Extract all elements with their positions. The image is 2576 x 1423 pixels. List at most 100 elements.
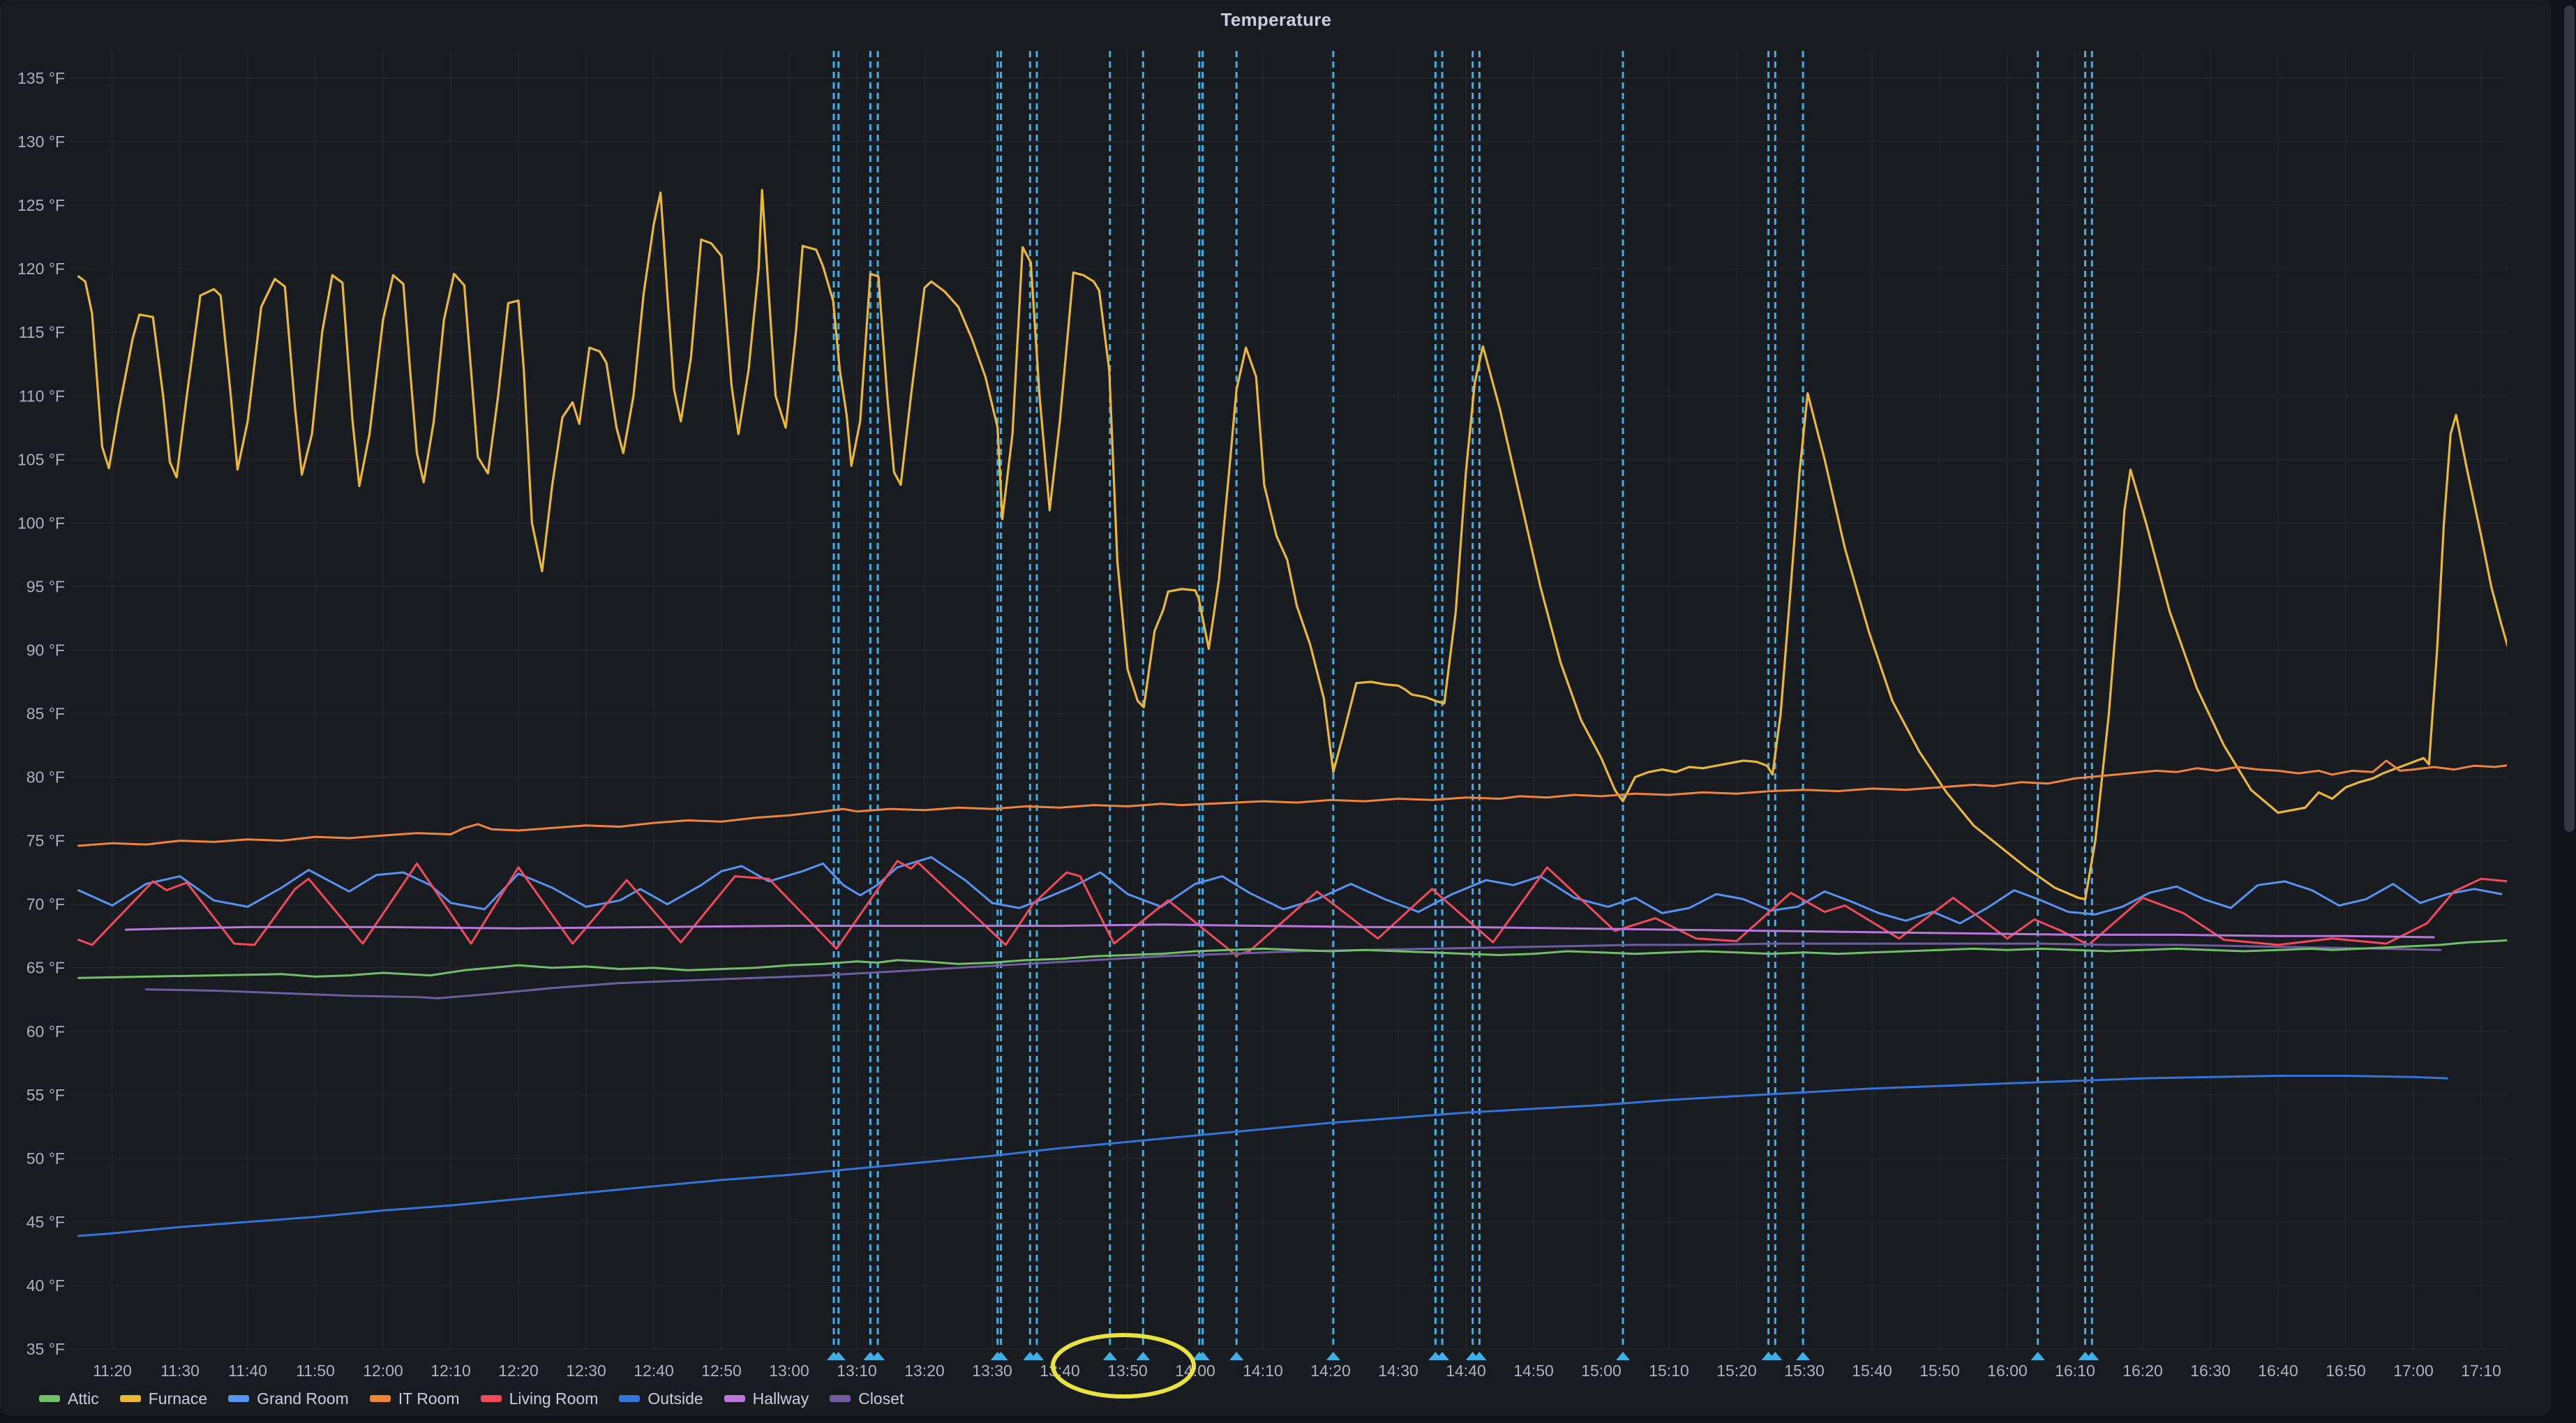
annotation-marker-icon[interactable] xyxy=(871,1352,885,1360)
series-line-grand-room[interactable] xyxy=(77,856,2503,925)
legend-item-it-room[interactable]: IT Room xyxy=(369,1389,460,1408)
y-axis-tick-label: 100 °F xyxy=(17,514,65,532)
y-axis-tick-label: 135 °F xyxy=(17,69,65,87)
x-axis-tick-label: 11:30 xyxy=(160,1362,200,1380)
x-axis-tick-label: 16:40 xyxy=(2258,1362,2298,1380)
legend-item-closet[interactable]: Closet xyxy=(830,1390,904,1408)
y-axis-tick-label: 105 °F xyxy=(17,450,65,468)
y-axis-tick-label: 90 °F xyxy=(27,641,65,659)
x-axis-tick-label: 11:40 xyxy=(228,1362,267,1380)
x-axis-tick-label: 16:50 xyxy=(2326,1362,2366,1380)
x-axis-tick-label: 13:10 xyxy=(837,1362,877,1380)
legend-item-hallway[interactable]: Hallway xyxy=(724,1390,809,1408)
x-axis-tick-label: 11:20 xyxy=(93,1362,132,1380)
legend-swatch-icon xyxy=(724,1395,745,1402)
legend-swatch-icon xyxy=(369,1395,391,1402)
x-axis-tick-label: 16:20 xyxy=(2122,1362,2163,1380)
legend-label: Hallway xyxy=(752,1389,809,1408)
legend-item-outside[interactable]: Outside xyxy=(619,1390,703,1408)
legend-label: Furnace xyxy=(148,1389,208,1408)
annotation-marker-icon[interactable] xyxy=(1616,1352,1631,1360)
x-axis-tick-label: 15:20 xyxy=(1716,1362,1757,1380)
x-axis-tick-label: 14:20 xyxy=(1310,1362,1351,1380)
annotation-marker-icon[interactable] xyxy=(994,1352,1008,1360)
y-axis-tick-label: 110 °F xyxy=(19,387,65,405)
annotation-marker-icon[interactable] xyxy=(1326,1352,1340,1360)
x-axis-tick-label: 14:50 xyxy=(1513,1362,1554,1380)
x-axis-tick-label: 15:10 xyxy=(1649,1362,1689,1380)
x-axis-tick-label: 13:00 xyxy=(769,1362,809,1380)
legend-item-furnace[interactable]: Furnace xyxy=(119,1389,208,1408)
y-axis-tick-label: 80 °F xyxy=(27,768,65,787)
annotation-marker-icon[interactable] xyxy=(2085,1352,2099,1360)
legend-label: Outside xyxy=(647,1389,703,1408)
annotation-marker-icon[interactable] xyxy=(1435,1352,1450,1360)
y-axis-tick-label: 85 °F xyxy=(27,705,65,723)
legend-item-grand-room[interactable]: Grand Room xyxy=(228,1390,349,1408)
y-axis-tick-label: 55 °F xyxy=(27,1086,65,1104)
annotation-marker-icon[interactable] xyxy=(831,1352,846,1360)
x-axis-tick-label: 11:50 xyxy=(296,1362,335,1380)
annotation-marker-icon[interactable] xyxy=(1472,1352,1487,1360)
x-axis-tick-label: 14:40 xyxy=(1446,1362,1486,1380)
x-axis-tick-label: 16:30 xyxy=(2190,1362,2231,1380)
legend-label: Attic xyxy=(68,1389,99,1408)
x-axis-tick-label: 15:40 xyxy=(1852,1362,1892,1380)
y-axis-tick-label: 70 °F xyxy=(27,895,65,914)
y-axis-tick-label: 35 °F xyxy=(27,1340,65,1358)
series-line-closet[interactable] xyxy=(145,942,2442,999)
x-axis-tick-label: 15:50 xyxy=(1919,1362,1960,1380)
y-axis-tick-label: 115 °F xyxy=(19,323,65,341)
legend-swatch-icon xyxy=(119,1395,141,1402)
x-axis-tick-label: 15:00 xyxy=(1581,1362,1622,1380)
panel-title: Temperature xyxy=(1220,9,1332,30)
y-axis-tick-label: 50 °F xyxy=(27,1149,65,1168)
legend-swatch-icon xyxy=(619,1395,641,1402)
y-axis-tick-label: 95 °F xyxy=(27,577,65,595)
y-axis-tick-label: 60 °F xyxy=(27,1022,65,1041)
x-axis-tick-label: 16:00 xyxy=(1987,1362,2028,1380)
legend-item-living-room[interactable]: Living Room xyxy=(480,1389,599,1408)
x-axis-tick-label: 12:50 xyxy=(701,1362,742,1380)
series-line-hallway[interactable] xyxy=(124,923,2435,939)
x-axis-tick-label: 13:30 xyxy=(972,1362,1012,1380)
legend-label: IT Room xyxy=(398,1389,460,1408)
y-axis-tick-label: 130 °F xyxy=(17,133,65,151)
annotation-marker-icon[interactable] xyxy=(1796,1352,1811,1360)
annotation-marker-icon[interactable] xyxy=(1102,1352,1117,1360)
scrollbar-track[interactable] xyxy=(2551,0,2576,1422)
legend-swatch-icon xyxy=(39,1395,60,1402)
x-axis-tick-label: 12:40 xyxy=(634,1362,674,1380)
x-axis-tick-label: 17:00 xyxy=(2393,1362,2434,1380)
annotation-marker-icon[interactable] xyxy=(1768,1352,1783,1360)
series-line-it-room[interactable] xyxy=(77,759,2515,847)
x-axis-tick-label: 17:10 xyxy=(2461,1362,2501,1380)
annotation-marker-icon[interactable] xyxy=(2030,1352,2045,1360)
x-axis-tick-label: 12:30 xyxy=(566,1362,606,1380)
annotation-marker-icon[interactable] xyxy=(1229,1352,1244,1360)
x-axis-tick-label: 13:20 xyxy=(904,1362,945,1380)
series-line-living-room[interactable] xyxy=(77,860,2508,956)
scrollbar-thumb[interactable] xyxy=(2564,6,2575,832)
annotation-marker-icon[interactable] xyxy=(1136,1352,1151,1360)
legend-swatch-icon xyxy=(228,1395,250,1402)
legend: Attic Furnace Grand Room IT Room Living Room… xyxy=(39,1387,904,1410)
annotation-marker-icon[interactable] xyxy=(1030,1352,1044,1360)
series-line-outside[interactable] xyxy=(77,1075,2448,1237)
y-axis-tick-label: 45 °F xyxy=(27,1213,65,1231)
x-axis-tick-label: 14:10 xyxy=(1243,1362,1283,1380)
legend-label: Closet xyxy=(858,1389,904,1408)
series-line-furnace[interactable] xyxy=(77,188,2510,901)
x-axis-tick-label: 14:30 xyxy=(1378,1362,1418,1380)
legend-swatch-icon xyxy=(480,1395,502,1402)
legend-swatch-icon xyxy=(830,1395,851,1402)
legend-label: Living Room xyxy=(509,1389,599,1408)
annotation-marker-icon[interactable] xyxy=(1195,1352,1210,1360)
series-line-attic[interactable] xyxy=(77,939,2515,979)
x-axis-tick-label: 12:20 xyxy=(498,1362,539,1380)
legend-item-attic[interactable]: Attic xyxy=(39,1390,99,1408)
y-axis-tick-label: 40 °F xyxy=(27,1276,65,1295)
highlight-ellipse-annotation xyxy=(1051,1333,1196,1399)
